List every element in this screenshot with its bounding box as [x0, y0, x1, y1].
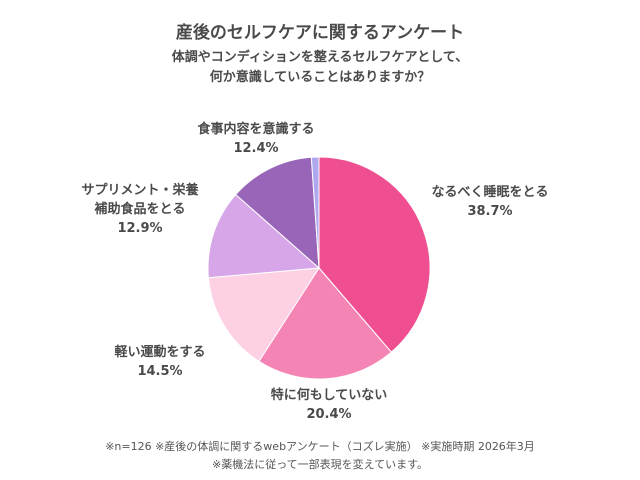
- slice-label-exercise: 軽い運動をする 14.5%: [114, 343, 205, 381]
- pie-slice-5: [310, 156, 320, 269]
- slice-label-sleep: なるべく睡眠をとる 38.7%: [431, 183, 548, 221]
- footer-note-2: ※薬機法に従って一部表現を変えています。: [211, 458, 428, 471]
- pie-slice-2: [207, 267, 320, 363]
- slice-label-text-line-1: サプリメント・栄養: [81, 183, 199, 198]
- chart-title: 産後のセルフケアに関するアンケート: [175, 23, 465, 43]
- slice-label-nothing: 特に何もしていない 20.4%: [271, 386, 388, 424]
- slice-label-text: なるべく睡眠をとる: [431, 185, 549, 200]
- slice-label-supplements: サプリメント・栄養 補助食品をとる 12.9%: [81, 181, 198, 238]
- slice-label-text-line-2: 補助食品をとる: [94, 202, 186, 217]
- slice-label-diet: 食事内容を意識する 12.4%: [197, 120, 314, 158]
- pie-slice-1: [258, 267, 393, 380]
- slice-value-label: 12.4%: [233, 141, 279, 156]
- pie-slice-0: [318, 156, 431, 353]
- slice-label-text: 食事内容を意識する: [197, 122, 315, 137]
- slice-label-text: 特に何もしていない: [270, 388, 388, 403]
- chart-subtitle-line-2: 何か意識していることはありますか？: [209, 70, 431, 85]
- footer-note-1: ※n=126 ※産後の体調に関するwebアンケート（コズレ実施） ※実施時期 2…: [105, 440, 535, 453]
- chart-subtitle-line-1: 体調やコンディションを整えるセルフケアとして、: [171, 50, 469, 65]
- slice-label-text: 軽い運動をする: [114, 345, 206, 360]
- pie-slice-3: [207, 193, 321, 279]
- slice-value-label: 20.4%: [306, 407, 352, 422]
- slice-value-label: 14.5%: [137, 364, 183, 379]
- slice-value-label: 38.7%: [467, 204, 513, 219]
- pie-slice-4: [235, 156, 320, 270]
- slice-value-label: 12.9%: [117, 221, 163, 236]
